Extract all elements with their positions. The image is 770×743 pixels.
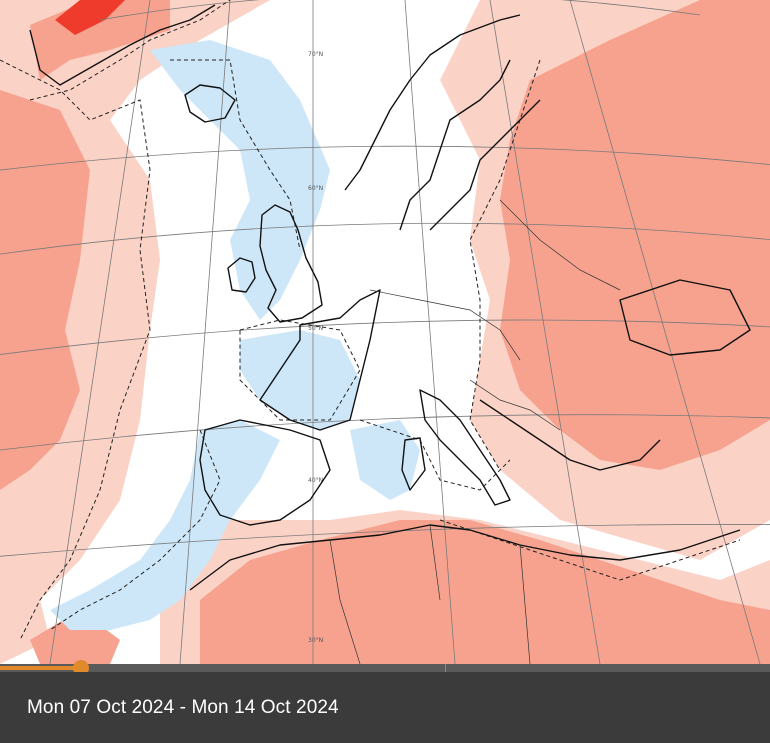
timeline-tick [445,664,447,672]
cool-anomaly-layer [50,40,420,630]
sardinia-coast [401,437,426,491]
contour-med [359,419,511,491]
meridian-w20 [179,0,231,664]
country-borders [329,199,621,664]
ireland-coast [227,257,256,293]
forecast-map: 70°N 60°N 50°N 40°N 30°N [0,0,770,664]
parallel-40n [0,414,770,451]
parallel-60n [0,222,770,255]
britain-coast [259,204,323,323]
france-coast [259,289,381,431]
caption-bar: Mon 07 Oct 2024 - Mon 14 Oct 2024 [0,672,770,743]
graticule-labels: 70°N 60°N 50°N 40°N 30°N [308,51,323,644]
contour-north-sea [170,59,301,251]
graticule-label-50n: 50°N [308,325,323,332]
tyrrhenian-cool [350,420,420,500]
date-range-label: Mon 07 Oct 2024 - Mon 14 Oct 2024 [27,697,339,718]
iberia-atlantic-cool [50,420,280,630]
contour-atlantic-west [0,59,151,641]
biscay-cool [240,330,360,430]
timeline-track[interactable] [0,660,770,676]
border-africa [329,524,531,664]
north-africa-warm-medium [200,520,770,664]
parallel-30n [0,524,770,557]
contour-east [469,59,541,471]
warm-medium-anomaly-layer [0,0,770,664]
parallel-50n [0,319,770,355]
map-svg: 70°N 60°N 50°N 40°N 30°N [0,0,770,664]
meridian-w40 [49,0,151,664]
west-atlantic-warm-medium [0,90,90,490]
graticule-label-60n: 60°N [308,185,323,192]
east-europe-warm-medium [500,0,770,470]
iberia-coast [199,419,331,526]
parallel-70n [0,145,770,171]
parallel-80n [99,0,701,21]
border-balkans [469,379,561,431]
iceland-coast [184,84,236,123]
greenland-warm-strong [55,0,125,35]
graticule [0,0,770,664]
scandinavia-inner [399,59,511,231]
italy-coast [419,389,511,506]
border-east-europe [499,199,621,291]
black-sea-coast [619,279,751,356]
contour-iberia [49,429,221,631]
timeline-progress [0,666,81,670]
warm-strong-anomaly-layer [30,0,170,80]
border-central-europe [369,289,521,361]
north-africa-coast [189,524,741,591]
meridian-e60 [569,0,761,664]
greenland-coast [29,4,216,86]
graticule-label-40n: 40°N [308,477,323,484]
coastlines [29,4,751,591]
graticule-label-70n: 70°N [308,51,323,58]
north-sea-cool [150,40,330,320]
graticule-label-30n: 30°N [308,637,323,644]
norway-coast [344,14,521,191]
meridian-e40 [489,0,601,664]
meridian-e20 [404,0,456,664]
baltic-coast [429,99,541,231]
balkan-coast [479,399,661,471]
contour-biscay [239,319,361,421]
